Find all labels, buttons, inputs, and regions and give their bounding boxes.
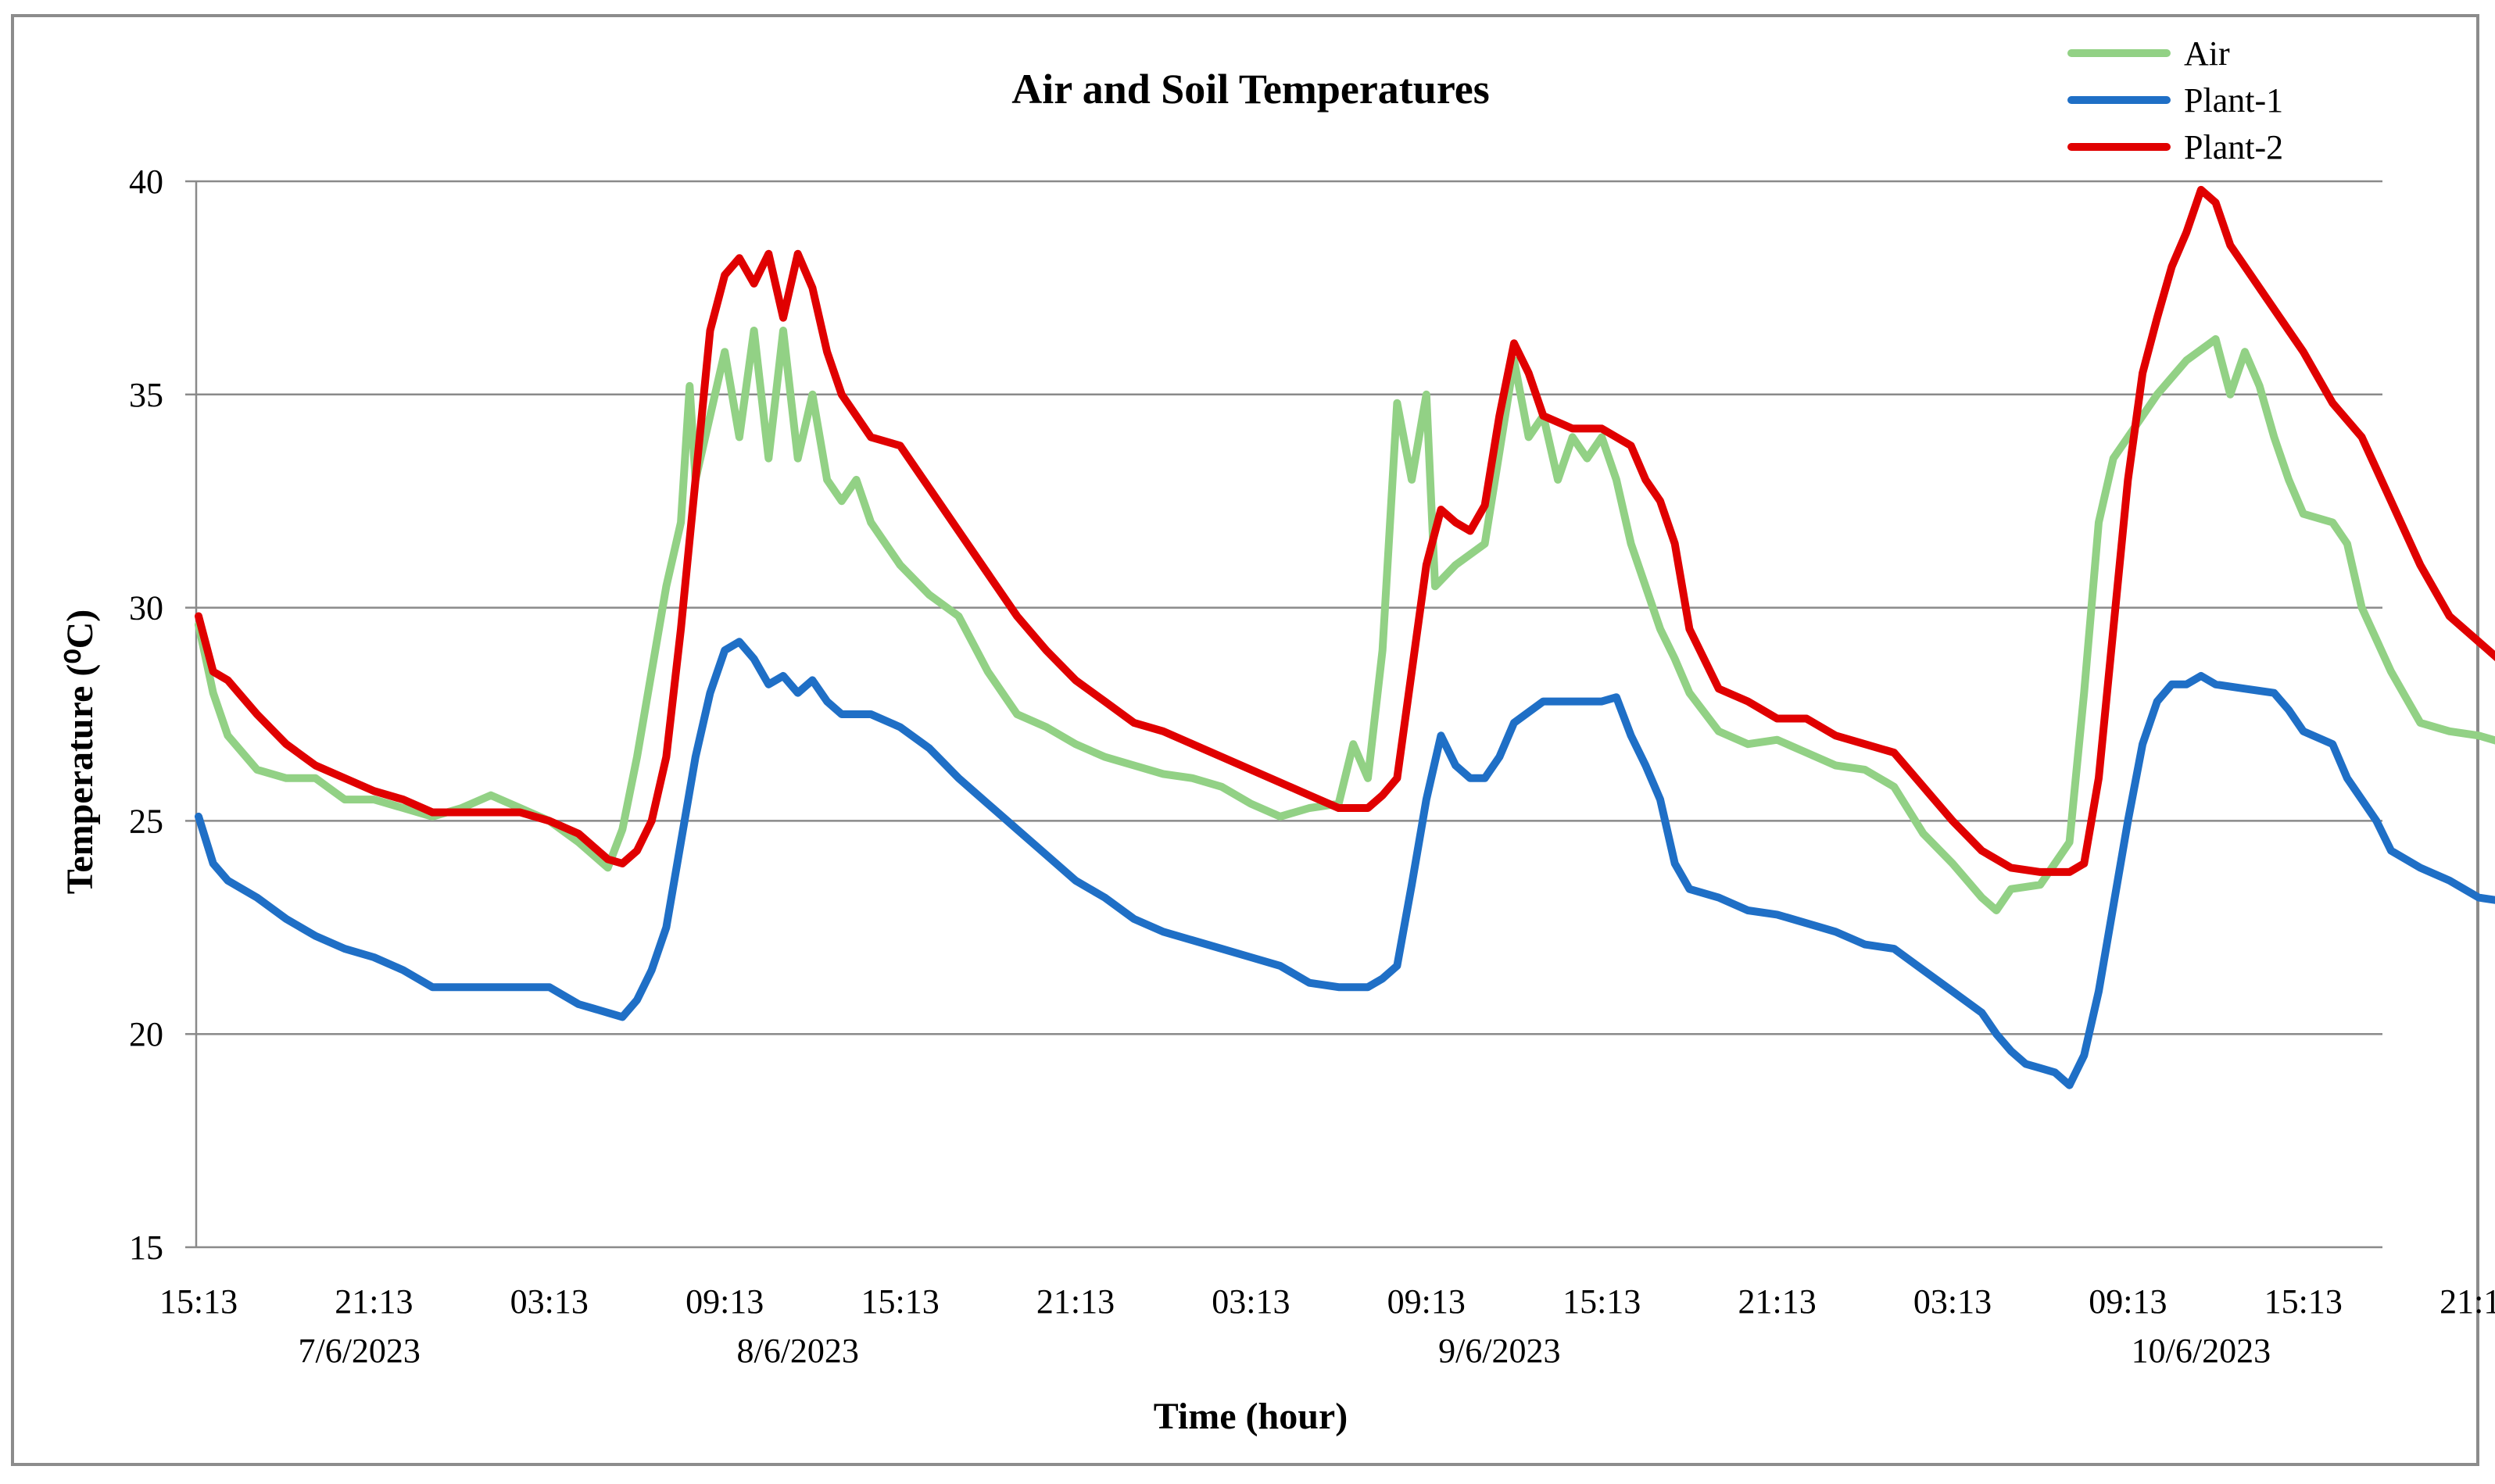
legend: Air Plant-1 Plant-2 [2067,34,2283,166]
y-tick-label-25: 25 [129,802,163,840]
x-date-label: 10/6/2023 [2132,1332,2271,1370]
y-axis-ticks: 15 20 25 30 35 40 [129,163,196,1267]
x-date-label: 8/6/2023 [736,1332,858,1370]
x-tick-label: 09:13 [1387,1282,1466,1321]
x-axis-ticks: 15:13 21:13 03:13 09:13 15:13 21:13 03:13 09:13… [159,1282,2495,1370]
x-date-label: 9/6/2023 [1438,1332,1560,1370]
y-tick-label-40: 40 [129,163,163,201]
y-axis-title: Temperature (⁰C) [59,610,101,895]
legend-label-air: Air [2184,34,2230,73]
legend-label-plant-2: Plant-2 [2184,128,2283,166]
y-tick-label-20: 20 [129,1015,163,1053]
series-line-plant-1 [195,638,2495,1089]
chart-title: Air and Soil Temperatures [1011,66,1490,113]
series-lines [195,185,2495,1089]
x-tick-label: 09:13 [685,1282,764,1321]
x-date-label: 7/6/2023 [298,1332,420,1370]
y-tick-label-35: 35 [129,376,163,414]
series-line-plant-2 [195,185,2495,876]
x-tick-label: 15:13 [159,1282,238,1321]
gridlines [196,180,2382,1035]
x-tick-label: 21:13 [1036,1282,1115,1321]
legend-label-plant-1: Plant-1 [2184,81,2283,120]
x-axis-title: Time (hour) [1154,1396,1348,1437]
y-tick-label-30: 30 [129,589,163,628]
chart-frame [11,14,2479,1466]
x-tick-label: 15:13 [861,1282,939,1321]
x-tick-label: 21:13 [1738,1282,1816,1321]
x-tick-label: 21:13 [335,1282,413,1321]
x-tick-label: 21:13 [2440,1282,2495,1321]
x-tick-label: 15:13 [1563,1282,1641,1321]
x-tick-label: 09:13 [2089,1282,2167,1321]
axes [195,181,2382,1249]
x-tick-label: 15:13 [2264,1282,2343,1321]
x-tick-label: 03:13 [1212,1282,1290,1321]
x-tick-label: 03:13 [1913,1282,1992,1321]
y-tick-label-15: 15 [129,1228,163,1267]
x-tick-label: 03:13 [510,1282,589,1321]
